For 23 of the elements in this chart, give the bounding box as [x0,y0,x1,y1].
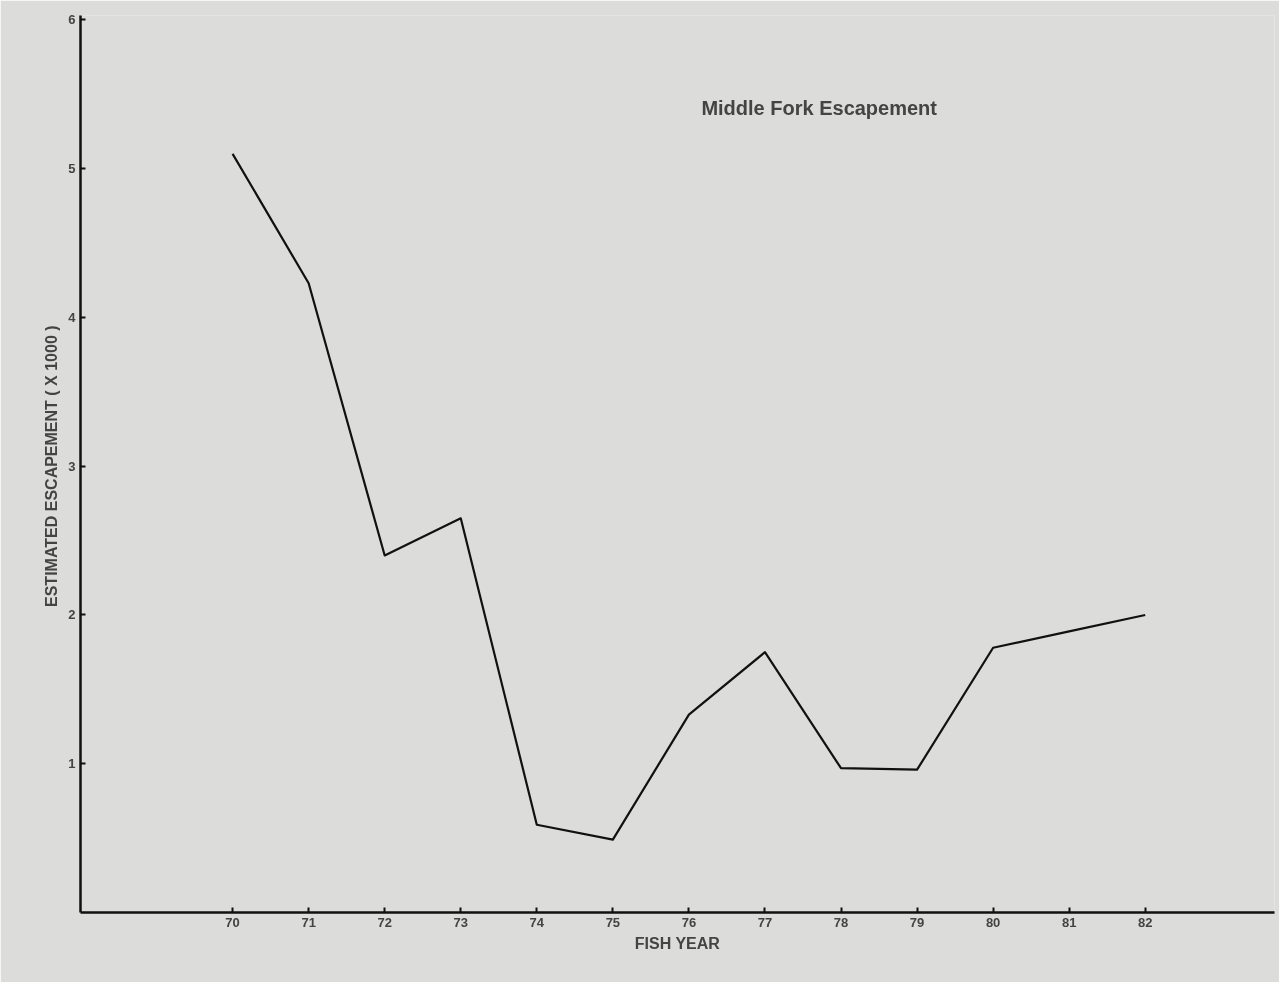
x-tick-label: 71 [301,914,316,930]
x-tick-label: 81 [1061,914,1077,930]
text: Middle Fork Escapement [701,96,938,119]
y-tick-label: 4 [68,309,77,325]
y-tick-label: 5 [68,161,76,177]
x-tick-label: 74 [529,914,545,930]
x-axis-title: FISH YEAR [634,934,721,952]
x-tick-label: 75 [605,914,621,930]
y-tick-label: 1 [68,756,76,772]
y-tick-label: 3 [68,458,76,474]
x-tick-label: 79 [909,914,925,930]
x-tick-label: 76 [681,914,697,930]
x-tick-label: 77 [757,914,773,930]
x-tick-label: 82 [1137,914,1153,930]
x-tick-label: 73 [453,914,468,930]
x-tick-label: 80 [985,914,1001,930]
y-axis-title: ESTIMATED ESCAPEMENT ( X 1000 ) [43,325,61,607]
y-tick-label: 6 [68,12,76,28]
line-series [231,152,1147,841]
x-tick-label: 72 [377,914,392,930]
y-tick-label: 2 [68,607,76,623]
x-tick-label: 70 [225,914,240,930]
x-tick-label: 78 [833,914,849,930]
